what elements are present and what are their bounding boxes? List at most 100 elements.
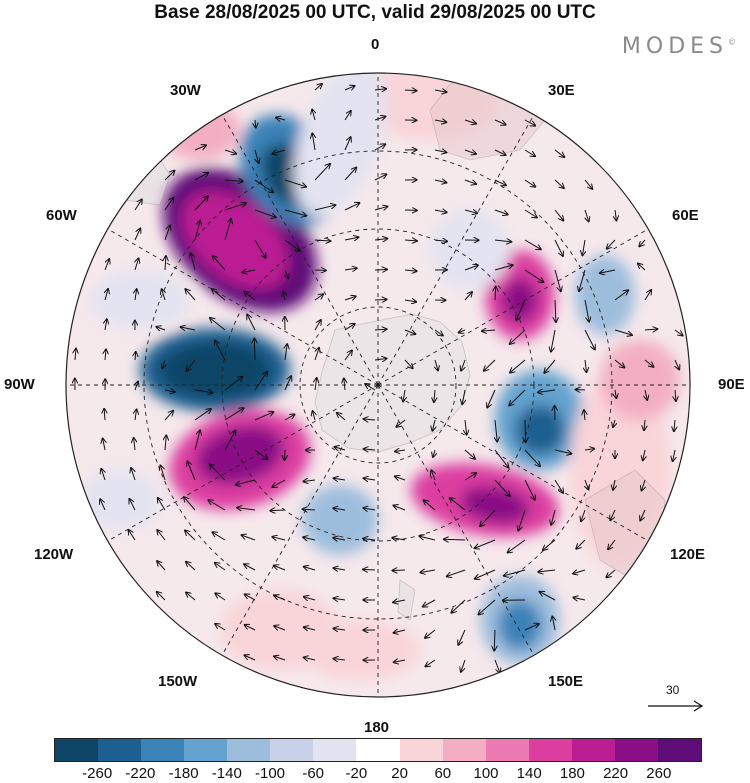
wind-arrow	[187, 359, 196, 371]
wind-arrow	[524, 119, 535, 126]
wind-arrow	[303, 509, 316, 510]
wind-arrow	[374, 329, 387, 330]
wind-arrow	[284, 414, 295, 421]
wind-arrow	[487, 389, 496, 408]
wind-arrow	[584, 449, 594, 450]
wind-arrow	[284, 179, 306, 187]
wind-arrow	[285, 344, 287, 361]
wind-arrow	[162, 359, 165, 368]
wind-arrow	[364, 478, 376, 480]
wind-arrow	[374, 89, 386, 90]
colorbar-swatch	[571, 739, 615, 761]
wind-arrow	[510, 329, 526, 344]
anomaly-blob	[460, 486, 530, 524]
meridian-line	[377, 107, 539, 386]
wind-arrow	[101, 469, 105, 481]
wind-arrow	[504, 569, 526, 576]
wind-arrow	[484, 359, 496, 371]
wind-arrow	[420, 570, 436, 572]
reference-vector-label: 30	[666, 683, 680, 697]
wind-arrow	[276, 118, 286, 120]
wind-arrow	[363, 508, 376, 510]
colorbar-tick-label: 260	[646, 765, 672, 782]
anomaly-blob	[515, 405, 565, 455]
wind-arrow	[608, 539, 616, 549]
wind-vectors	[75, 84, 683, 673]
wind-arrow	[244, 564, 256, 571]
wind-arrow	[585, 479, 588, 490]
wind-arrow	[194, 409, 211, 421]
wind-arrow	[315, 378, 317, 391]
wind-arrow	[303, 480, 316, 481]
wind-arrow	[313, 411, 315, 421]
wind-arrow	[186, 592, 196, 601]
wind-arrow	[434, 240, 447, 241]
wind-arrow	[224, 377, 243, 391]
wind-arrow	[344, 111, 351, 121]
wind-arrow	[344, 86, 355, 90]
wind-arrow	[333, 508, 346, 510]
wind-arrow	[554, 239, 563, 256]
anomaly-blob	[498, 600, 542, 650]
wind-arrow	[581, 509, 585, 521]
wind-arrow	[135, 289, 137, 301]
wind-arrow	[186, 562, 196, 571]
wind-arrow	[434, 120, 446, 122]
meridian-line	[100, 224, 379, 386]
wind-arrow	[554, 479, 563, 493]
meridian-label-150e: 150E	[548, 673, 584, 690]
wind-arrow	[134, 438, 135, 451]
wind-arrow	[131, 468, 136, 481]
wind-arrow	[458, 629, 466, 645]
wind-arrow	[424, 500, 436, 511]
wind-arrow	[434, 389, 435, 402]
wind-arrow	[393, 600, 406, 602]
colorbar	[54, 738, 702, 762]
wind-arrow	[208, 500, 226, 511]
wind-arrow	[242, 270, 256, 272]
wind-arrow	[584, 299, 589, 322]
wind-arrow	[459, 330, 466, 333]
wind-arrow	[364, 449, 376, 450]
wind-arrow	[255, 119, 256, 128]
wind-arrow	[585, 359, 586, 372]
wind-arrow	[129, 530, 136, 541]
wind-arrow	[543, 539, 556, 550]
wind-arrow	[272, 537, 286, 540]
wind-arrow	[614, 359, 624, 368]
wind-arrow	[525, 419, 526, 442]
wind-arrow	[610, 509, 616, 520]
wind-arrow	[284, 239, 300, 251]
colorbar-swatch	[184, 739, 228, 761]
wind-arrow	[494, 479, 510, 496]
wind-arrow	[304, 597, 316, 600]
wind-arrow	[236, 479, 256, 485]
wind-arrow	[165, 436, 166, 451]
wind-arrow	[104, 259, 109, 271]
wind-arrow	[584, 179, 592, 189]
colorbar-tick-label: -220	[125, 765, 156, 782]
wind-arrow	[462, 389, 465, 404]
wind-arrow	[314, 164, 330, 181]
wind-arrow	[304, 567, 316, 570]
colorbar-swatch	[55, 739, 99, 761]
wind-arrow	[524, 624, 539, 631]
wind-arrow	[334, 598, 346, 600]
wind-arrow	[237, 508, 256, 510]
wind-arrow	[482, 330, 496, 331]
wind-arrow	[393, 505, 406, 511]
wind-arrow	[494, 659, 500, 673]
colorbar-tick-label: -180	[168, 765, 199, 782]
wind-arrow	[304, 627, 316, 630]
wind-arrow	[164, 226, 170, 241]
wind-arrow	[464, 292, 472, 301]
wind-arrow	[244, 292, 256, 301]
colorbar-tick-label: 20	[391, 765, 408, 782]
meridian-label-30e: 30E	[548, 82, 575, 99]
wind-arrow	[363, 539, 376, 540]
wind-arrow	[254, 339, 255, 361]
wind-arrow	[584, 410, 585, 421]
anomaly-blob	[430, 210, 510, 290]
wind-arrow	[434, 180, 446, 183]
